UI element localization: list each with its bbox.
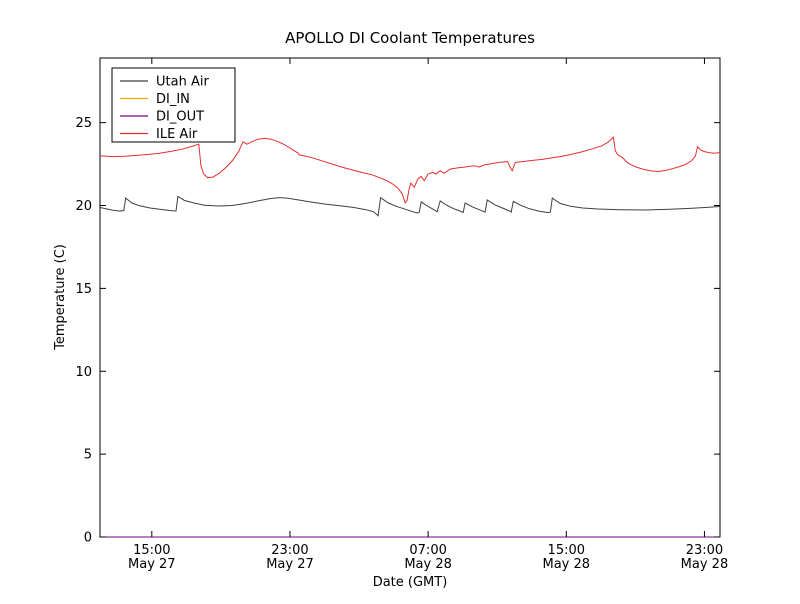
legend: Utah Air DI_IN DI_OUT ILE Air <box>111 67 236 143</box>
y-tick-label: 10 <box>75 365 92 380</box>
series-layer <box>99 136 721 538</box>
x-tick-time-label: 07:00 <box>409 543 446 558</box>
y-tick-label: 0 <box>84 531 92 546</box>
x-tick-time-label: 23:00 <box>686 543 723 558</box>
legend-item-label: Utah Air <box>156 75 209 90</box>
y-tick-label: 25 <box>75 116 92 131</box>
legend-item-label: DI_OUT <box>156 110 204 125</box>
x-tick-time-label: 15:00 <box>133 543 170 558</box>
x-tick-time-label: 23:00 <box>271 543 308 558</box>
legend-item-label: DI_IN <box>156 92 190 107</box>
x-tick-date-label: May 28 <box>681 557 729 572</box>
series-line-utah-air <box>99 195 721 217</box>
series-line-ile-air <box>99 136 721 205</box>
y-tick-label: 5 <box>84 448 92 463</box>
legend-box <box>111 67 236 143</box>
y-axis-label: Temperature (C) <box>53 244 68 351</box>
y-tick-label: 15 <box>75 282 92 297</box>
legend-item-label: ILE Air <box>156 127 198 142</box>
x-axis-label: Date (GMT) <box>373 575 448 590</box>
x-tick-time-label: 15:00 <box>548 543 585 558</box>
y-tick-label: 20 <box>75 199 92 214</box>
x-tick-date-label: May 27 <box>266 557 314 572</box>
chart-title: APOLLO DI Coolant Temperatures <box>285 29 535 47</box>
x-tick-date-label: May 28 <box>404 557 452 572</box>
x-tick-date-label: May 27 <box>128 557 176 572</box>
x-tick-date-label: May 28 <box>543 557 591 572</box>
